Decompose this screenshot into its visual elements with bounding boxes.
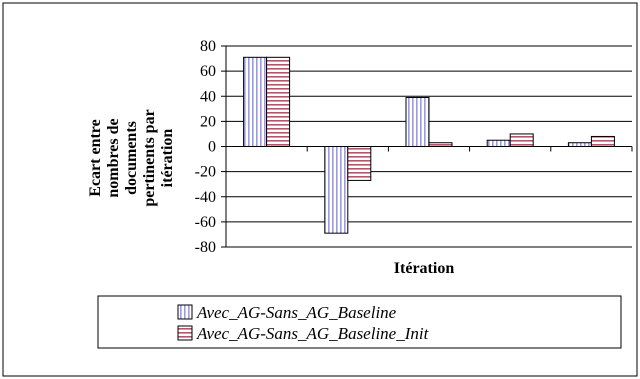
- y-axis-title-line: itération: [159, 129, 176, 188]
- y-axis-title-line: nombres de: [105, 118, 122, 197]
- bar-series1-1: [243, 56, 268, 147]
- y-axis-title: Ecart entrenombres dedocumentspertinents…: [87, 109, 176, 206]
- y-tick-label: -80: [195, 239, 216, 256]
- legend-label: Avec_AG-Sans_AG_Baseline: [196, 303, 397, 322]
- legend: Avec_AG-Sans_AG_Baseline Avec_AG-Sans_AG_…: [97, 295, 622, 349]
- bar-series1-5: [567, 142, 592, 147]
- y-tick-label: -20: [195, 164, 216, 181]
- legend-swatch: [177, 325, 193, 341]
- legend-label: Avec_AG-Sans_AG_Baseline_Init: [196, 324, 430, 343]
- legend-entries: Avec_AG-Sans_AG_Baseline Avec_AG-Sans_AG_…: [177, 303, 430, 343]
- y-tick-label: 0: [208, 139, 216, 156]
- y-axis-title-line: documents: [123, 121, 140, 195]
- y-tick-label: 60: [200, 63, 216, 80]
- y-tick-label: -60: [195, 214, 216, 231]
- bar-series2-5: [590, 135, 615, 147]
- y-tick-label: -40: [195, 189, 216, 206]
- bar-series2-2: [347, 146, 372, 181]
- bar-series1-2: [324, 146, 349, 234]
- axes: [221, 45, 633, 248]
- bar-series1-4: [486, 139, 511, 147]
- bar-series2-1: [266, 56, 291, 147]
- x-axis-title: Itération: [394, 260, 455, 277]
- y-axis-title-line: Ecart entre: [87, 119, 104, 196]
- y-tick-labels: -80 -60 -40 -20 0 20 40 60 80: [195, 38, 216, 256]
- bar-series2-4: [509, 133, 534, 147]
- bar-series2-3: [428, 142, 453, 147]
- y-tick-label: 40: [200, 88, 216, 105]
- legend-swatch: [177, 304, 193, 320]
- bar-series1-3: [405, 97, 430, 147]
- y-axis-title-line: pertinents par: [141, 109, 158, 206]
- y-tick-label: 80: [200, 38, 216, 55]
- y-tick-label: 20: [200, 113, 216, 130]
